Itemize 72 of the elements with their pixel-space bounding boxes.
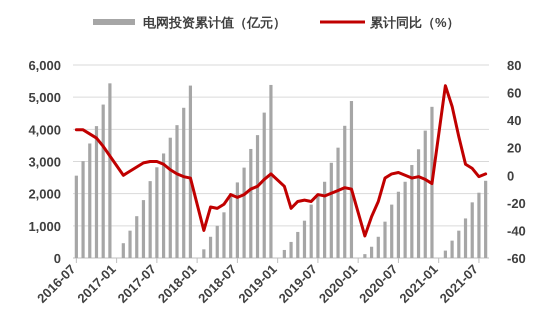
bar <box>202 249 206 258</box>
bar <box>424 130 427 258</box>
bar <box>102 104 105 258</box>
bar <box>396 192 400 258</box>
y-tick-label: 1,000 <box>28 218 61 234</box>
bar <box>477 192 481 258</box>
bar <box>323 182 326 258</box>
y2-tick-label: -40 <box>507 223 526 238</box>
y-tick-label: 3,000 <box>28 154 61 170</box>
y2-tick-label: 0 <box>507 168 514 184</box>
y-tick-label: 5,000 <box>28 90 61 106</box>
bar <box>135 216 138 258</box>
bar <box>182 108 186 258</box>
bar <box>370 246 374 258</box>
bar <box>81 161 85 258</box>
y2-tick-label: -60 <box>507 251 526 266</box>
y2-tick-label: 20 <box>507 140 522 156</box>
bar <box>343 126 346 258</box>
bar <box>94 126 98 258</box>
bar <box>330 162 333 258</box>
y-tick-label: 2,000 <box>28 186 61 202</box>
bar <box>88 143 92 258</box>
bar <box>142 200 146 258</box>
bar <box>296 232 300 258</box>
bar <box>336 148 340 258</box>
bar <box>175 125 179 258</box>
bar <box>457 230 460 258</box>
y-tick-label: 0 <box>54 251 61 266</box>
bar <box>108 83 112 258</box>
bar <box>256 135 260 258</box>
bar <box>229 193 232 258</box>
bar <box>282 250 286 258</box>
bar <box>222 212 226 258</box>
y2-tick-label: -20 <box>507 196 526 211</box>
bar <box>269 84 273 258</box>
bar <box>310 204 313 258</box>
legend-label: 电网投资累计值（亿元） <box>143 15 286 30</box>
y2-tick-label: 80 <box>507 58 522 73</box>
bar <box>122 243 125 258</box>
y2-tick-label: 60 <box>507 86 522 101</box>
bar <box>208 236 212 258</box>
bar <box>404 182 407 258</box>
y2-tick-label: 40 <box>507 113 522 128</box>
line-series <box>74 84 488 238</box>
bar <box>162 153 166 258</box>
legend-label: 累计同比（%） <box>369 15 460 30</box>
bar <box>289 242 293 258</box>
bar <box>155 167 158 258</box>
bar <box>128 230 132 258</box>
bar <box>148 181 152 258</box>
bar <box>242 168 246 258</box>
bar <box>350 101 354 258</box>
y-tick-label: 6,000 <box>28 58 61 73</box>
bar <box>383 222 387 258</box>
bar <box>410 165 414 258</box>
bar <box>444 250 447 258</box>
bar <box>376 236 380 258</box>
bar <box>390 204 394 258</box>
bar <box>464 218 468 258</box>
bar <box>168 138 172 258</box>
bar <box>249 148 252 258</box>
bar <box>74 176 78 258</box>
bar <box>216 226 219 258</box>
bar <box>470 202 474 258</box>
bar <box>188 86 192 258</box>
bar <box>302 220 306 258</box>
bar <box>416 149 420 258</box>
bar <box>363 254 366 258</box>
bar <box>484 180 488 258</box>
y-tick-label: 4,000 <box>28 122 61 138</box>
bar <box>262 112 266 258</box>
bar <box>450 240 454 258</box>
